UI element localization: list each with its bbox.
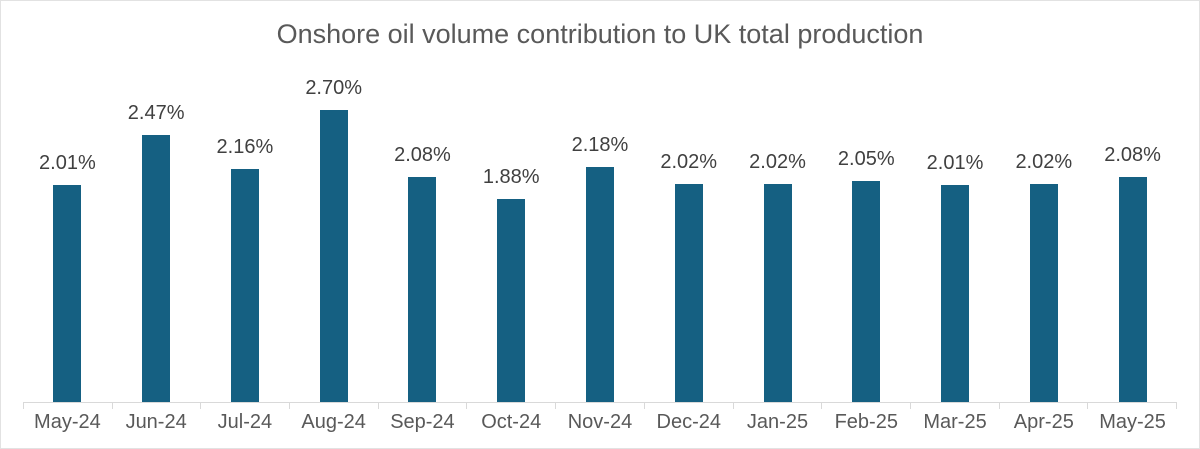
axis-tick [466, 403, 555, 409]
bar-value-label: 2.02% [660, 151, 718, 173]
axis-tick [111, 403, 201, 409]
bar-apr-25 [1029, 184, 1058, 402]
x-axis-label-jul-24: Jul-24 [217, 411, 273, 433]
bar-value-label: 2.05% [837, 148, 895, 170]
bar-jul-24 [230, 169, 259, 402]
bar-oct-24 [497, 199, 526, 402]
axis-tick [23, 403, 112, 409]
axis-tick [998, 403, 1088, 409]
bar-group-jan-25: 2.02% [733, 151, 822, 402]
bar-value-label: 2.16% [216, 136, 274, 158]
axis-tick [200, 403, 289, 409]
bar-value-label: 2.47% [127, 102, 185, 124]
x-axis-label-mar-25: Mar-25 [923, 411, 987, 433]
axis-tick [643, 403, 733, 409]
chart-title: Onshore oil volume contribution to UK to… [276, 19, 924, 49]
plot-area: 2.01% 2.47% 2.16% 2.70% 2.08% 1.88% 2.18… [23, 1, 1177, 402]
bar-dec-24 [674, 184, 703, 402]
bar-mar-25 [941, 185, 970, 402]
axis-tick [821, 403, 910, 409]
x-axis-label-apr-25: Apr-25 [1013, 411, 1074, 433]
x-axis-label-sep-24: Sep-24 [390, 411, 455, 433]
bar-value-label: 2.01% [926, 152, 984, 174]
axis-tick [1087, 403, 1176, 409]
bar-value-label: 2.01% [39, 152, 96, 174]
x-axis-labels: May-24 Jun-24 Jul-24 Aug-24 Sep-24 Oct-24 Nov-… [23, 411, 1177, 434]
bar-value-label: 2.08% [394, 144, 451, 166]
bar-value-label: 2.18% [571, 134, 629, 156]
axis-tick [289, 403, 378, 409]
axis-tick [555, 403, 644, 409]
x-axis-label-oct-24: Oct-24 [481, 411, 542, 433]
bar-value-label: 2.70% [305, 77, 363, 99]
bar-value-label: 2.02% [749, 151, 806, 173]
x-axis-label-feb-25: Feb-25 [834, 411, 898, 433]
bar-jan-25 [763, 184, 792, 402]
bar-may-25 [1118, 177, 1147, 402]
bar-sep-24 [408, 177, 437, 402]
x-axis-label-may-25: May-25 [1099, 411, 1166, 433]
bar-value-label: 1.88% [482, 166, 540, 188]
bar-group-feb-25: 2.05% [822, 148, 911, 402]
x-axis-label-aug-24: Aug-24 [301, 411, 366, 433]
bar-feb-25 [852, 181, 881, 402]
bar-group-may-25: 2.08% [1088, 144, 1177, 402]
x-axis: May-24 Jun-24 Jul-24 Aug-24 Sep-24 Oct-24 Nov-… [23, 402, 1177, 434]
bar-value-label: 2.08% [1104, 144, 1161, 166]
axis-tick [732, 403, 822, 409]
bar-value-label: 2.02% [1015, 151, 1073, 173]
x-axis-label-jan-25: Jan-25 [746, 411, 809, 433]
bar-group-mar-25: 2.01% [911, 152, 1000, 402]
bar-group-may-24: 2.01% [23, 152, 112, 402]
bar-nov-24 [585, 167, 614, 402]
x-axis-label-dec-24: Dec-24 [656, 411, 721, 433]
bar-may-24 [53, 185, 82, 402]
x-axis-line [23, 402, 1177, 409]
bar-jun-24 [142, 135, 171, 402]
bar-group-jun-24: 2.47% [112, 102, 201, 402]
bar-group-apr-25: 2.02% [999, 151, 1088, 402]
axis-tick [909, 403, 999, 409]
bar-group-nov-24: 2.18% [556, 134, 645, 402]
bar-group-aug-24: 2.70% [289, 77, 378, 402]
bar-group-oct-24: 1.88% [467, 166, 556, 402]
bar-group-dec-24: 2.02% [644, 151, 733, 402]
bar-group-jul-24: 2.16% [201, 136, 290, 402]
bar-group-sep-24: 2.08% [378, 144, 467, 402]
bars-row: 2.01% 2.47% 2.16% 2.70% 2.08% 1.88% 2.18… [23, 1, 1177, 402]
bar-aug-24 [319, 110, 348, 402]
x-axis-label-nov-24: Nov-24 [567, 411, 633, 433]
axis-tick [377, 403, 467, 409]
x-axis-label-may-24: May-24 [34, 411, 101, 433]
x-axis-label-jun-24: Jun-24 [125, 411, 187, 433]
